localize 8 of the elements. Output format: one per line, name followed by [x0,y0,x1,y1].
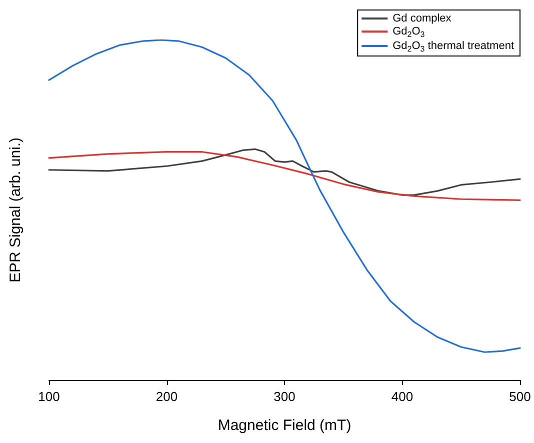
x-tick-label: 300 [274,389,296,404]
legend-label: Gd complex [392,12,452,24]
x-tick-label: 400 [391,389,414,404]
y-axis-title: EPR Signal (arb. uni.) [7,137,24,283]
x-tick-label: 200 [156,389,178,404]
x-tick-label: 100 [38,389,60,404]
x-tick-label: 500 [509,389,531,404]
x-axis-title: Magnetic Field (mT) [218,417,352,434]
